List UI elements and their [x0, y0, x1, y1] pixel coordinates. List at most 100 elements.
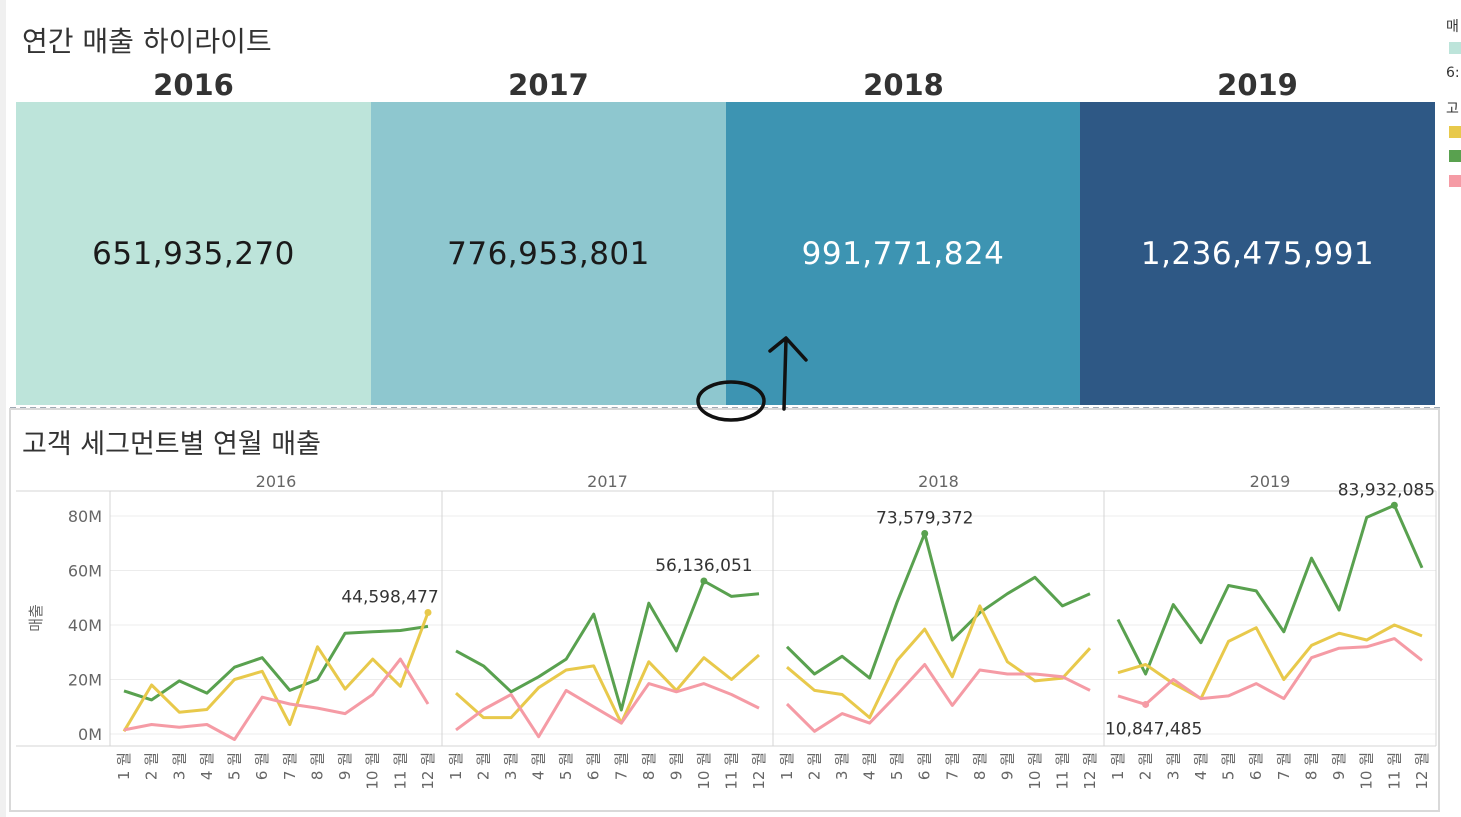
month-tick-label: 1 월 — [447, 752, 465, 780]
panel-header-2017: 2017 — [587, 472, 628, 491]
legend-swatch-sales[interactable] — [1449, 42, 1461, 54]
month-tick-label: 12 월 — [750, 752, 768, 790]
month-tick-label: 3 월 — [833, 752, 851, 780]
annotation-label: 83,932,085 — [1338, 480, 1435, 500]
year-label-2019: 2019 — [1217, 68, 1298, 102]
y-tick-label: 0M — [78, 725, 102, 744]
month-tick-label: 10 월 — [364, 752, 382, 790]
month-tick-label: 10 월 — [695, 752, 713, 790]
legend-title-sales: 매 — [1446, 19, 1459, 35]
y-axis-title: 매출 — [27, 604, 45, 632]
month-tick-label: 10 월 — [1026, 752, 1044, 790]
annotation-point — [700, 577, 708, 585]
series-line-2-panel-2017 — [455, 682, 760, 739]
sales-tile-2019[interactable]: 1,236,475,991 — [1080, 102, 1435, 405]
month-tick-label: 7 월 — [281, 752, 299, 780]
month-tick-label: 2 월 — [1137, 752, 1155, 780]
month-tick-label: 7 월 — [612, 752, 630, 780]
month-tick-label: 4 월 — [861, 752, 879, 780]
month-tick-label: 9 월 — [998, 752, 1016, 780]
month-tick-label: 3 월 — [1164, 752, 1182, 780]
series-line-1-panel-2019 — [1117, 623, 1423, 701]
month-tick-label: 12 월 — [1413, 752, 1431, 790]
series-line-2-panel-2016 — [123, 657, 430, 741]
month-tick-label: 6 월 — [253, 752, 271, 780]
month-tick-label: 6 월 — [585, 752, 603, 780]
month-tick-label: 8 월 — [640, 752, 658, 780]
month-tick-label: 1 월 — [115, 752, 133, 780]
month-tick-label: 12 월 — [1081, 752, 1099, 790]
annotation-point — [424, 608, 432, 616]
month-tick-label: 1 월 — [778, 752, 796, 780]
y-tick-label: 60M — [68, 562, 102, 581]
panel-header-2018: 2018 — [918, 472, 959, 491]
month-tick-label: 3 월 — [502, 752, 520, 780]
drawn-circle-mark — [696, 380, 766, 422]
sales-tile-2017[interactable]: 776,953,801 — [371, 102, 726, 405]
month-tick-label: 4 월 — [1192, 752, 1210, 780]
sales-value-2019: 1,236,475,991 — [1140, 235, 1375, 272]
legend-swatch-segment-green[interactable] — [1449, 150, 1461, 162]
month-tick-label: 5 월 — [557, 752, 575, 780]
annotation-label: 44,598,477 — [341, 587, 438, 607]
annotation-point — [1390, 501, 1398, 509]
month-tick-label: 5 월 — [888, 752, 906, 780]
month-tick-label: 3 월 — [170, 752, 188, 780]
month-tick-label: 4 월 — [198, 752, 216, 780]
drawn-arrow-mark — [768, 336, 808, 411]
month-tick-label: 7 월 — [1275, 752, 1293, 780]
month-tick-label: 11 월 — [1053, 752, 1071, 790]
annotation-point — [921, 529, 929, 537]
y-tick-label: 80M — [68, 507, 102, 526]
segment-chart-title: 고객 세그먼트별 연월 매출 — [22, 429, 321, 460]
series-line-1-panel-2018 — [786, 604, 1092, 720]
series-line-2-panel-2018 — [785, 663, 1091, 733]
month-tick-label: 11 월 — [1385, 752, 1403, 790]
series-line-1-panel-2016 — [122, 611, 430, 733]
month-tick-label: 9 월 — [336, 752, 354, 780]
month-tick-label: 9 월 — [1330, 752, 1348, 780]
series-line-0-panel-2019 — [1116, 503, 1424, 676]
segment-chart-frame — [9, 408, 1440, 812]
legend-title-segment: 고 — [1446, 101, 1459, 117]
series-line-1-panel-2017 — [455, 653, 760, 725]
month-tick-label: 8 월 — [308, 752, 326, 780]
panel-header-2016: 2016 — [256, 472, 297, 491]
month-tick-label: 9 월 — [667, 752, 685, 780]
month-tick-label: 10 월 — [1358, 752, 1376, 790]
sales-value-2017: 776,953,801 — [447, 235, 650, 272]
annotation-point — [1142, 700, 1150, 708]
month-tick-label: 7 월 — [943, 752, 961, 780]
annotation-label: 73,579,372 — [876, 508, 973, 528]
month-tick-label: 12 월 — [419, 752, 437, 790]
month-tick-label: 5 월 — [226, 752, 244, 780]
sales-value-2016: 651,935,270 — [92, 235, 295, 272]
highlight-title: 연간 매출 하이라이트 — [22, 25, 272, 58]
legend-swatch-segment-yellow[interactable] — [1449, 126, 1461, 138]
y-tick-label: 40M — [68, 616, 102, 635]
month-tick-label: 2 월 — [475, 752, 493, 780]
month-tick-label: 2 월 — [806, 752, 824, 780]
series-line-0-panel-2016 — [123, 624, 429, 702]
month-tick-label: 8 월 — [971, 752, 989, 780]
annotation-label: 56,136,051 — [655, 556, 752, 576]
series-line-2-panel-2019 — [1117, 637, 1423, 706]
month-tick-label: 6 월 — [1247, 752, 1265, 780]
month-tick-label: 11 월 — [391, 752, 409, 790]
month-tick-label: 8 월 — [1302, 752, 1320, 780]
annotation-label: 10,847,485 — [1105, 719, 1202, 739]
month-tick-label: 1 월 — [1109, 752, 1127, 780]
year-label-2018: 2018 — [863, 68, 944, 102]
sales-tile-2016[interactable]: 651,935,270 — [16, 102, 371, 405]
month-tick-label: 11 월 — [722, 752, 740, 790]
legend-value-fragment: 6: — [1446, 65, 1460, 81]
y-tick-label: 20M — [68, 671, 102, 690]
sales-value-2018: 991,771,824 — [801, 235, 1005, 272]
month-tick-label: 4 월 — [530, 752, 548, 780]
month-tick-label: 2 월 — [143, 752, 161, 780]
year-label-2016: 2016 — [153, 68, 234, 102]
legend-swatch-segment-pink[interactable] — [1449, 175, 1461, 187]
panel-header-2019: 2019 — [1250, 472, 1291, 491]
month-tick-label: 5 월 — [1220, 752, 1238, 780]
